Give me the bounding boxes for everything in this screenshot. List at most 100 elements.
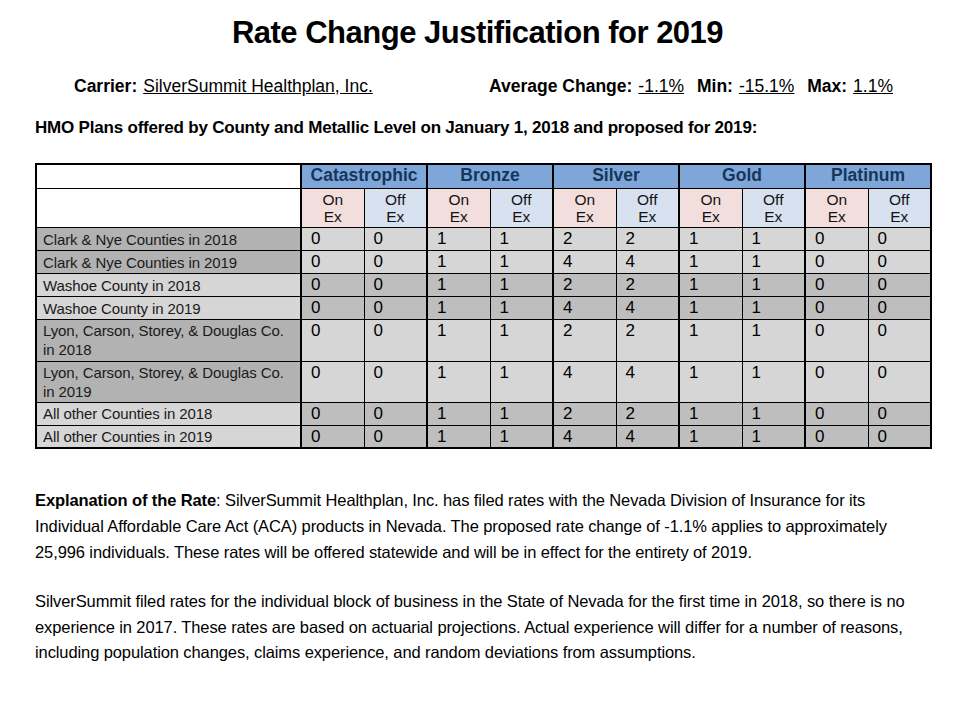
plan-count-cell: 0 xyxy=(301,320,364,361)
plan-count-cell: 1 xyxy=(742,274,805,297)
plan-count-cell: 1 xyxy=(427,274,490,297)
table-row: Washoe County in 20190011441100 xyxy=(36,297,931,320)
document-page: Rate Change Justification for 2019 Carri… xyxy=(0,0,955,666)
plan-count-cell: 2 xyxy=(553,228,616,251)
plan-count-cell: 4 xyxy=(616,361,679,402)
table-caption: HMO Plans offered by County and Metallic… xyxy=(35,118,955,138)
plan-count-cell: 1 xyxy=(427,320,490,361)
page-title: Rate Change Justification for 2019 xyxy=(0,0,955,51)
plan-count-cell: 0 xyxy=(301,361,364,402)
plan-count-cell: 0 xyxy=(364,361,427,402)
plan-count-cell: 0 xyxy=(301,297,364,320)
average-change-label: Average Change: xyxy=(489,76,632,96)
plan-count-cell: 4 xyxy=(616,425,679,448)
plan-count-cell: 4 xyxy=(616,251,679,274)
plan-count-cell: 1 xyxy=(490,402,553,425)
off-exchange-header: Off Ex xyxy=(490,188,553,228)
plan-count-cell: 1 xyxy=(427,361,490,402)
table-row: Lyon, Carson, Storey, & Douglas Co. in 2… xyxy=(36,361,931,402)
plan-count-cell: 0 xyxy=(868,320,931,361)
plan-count-cell: 0 xyxy=(868,297,931,320)
plan-count-cell: 1 xyxy=(742,320,805,361)
plan-count-cell: 0 xyxy=(364,251,427,274)
plan-count-cell: 1 xyxy=(427,425,490,448)
plan-count-cell: 0 xyxy=(364,228,427,251)
table-row: Clark & Nye Counties in 20180011221100 xyxy=(36,228,931,251)
plan-count-cell: 1 xyxy=(679,361,742,402)
carrier-label: Carrier: xyxy=(74,76,137,96)
plan-count-cell: 1 xyxy=(427,402,490,425)
plan-count-cell: 0 xyxy=(364,297,427,320)
plan-count-cell: 1 xyxy=(679,402,742,425)
plan-count-cell: 1 xyxy=(490,297,553,320)
plan-count-cell: 4 xyxy=(553,297,616,320)
plan-count-cell: 0 xyxy=(805,402,868,425)
plan-count-cell: 1 xyxy=(679,425,742,448)
plan-count-cell: 0 xyxy=(805,297,868,320)
plan-count-cell: 0 xyxy=(868,425,931,448)
plan-count-cell: 1 xyxy=(742,361,805,402)
on-exchange-header: On Ex xyxy=(679,188,742,228)
plan-count-cell: 1 xyxy=(679,297,742,320)
plan-count-cell: 2 xyxy=(616,320,679,361)
stats-line: Average Change:-1.1% Min:-15.1% Max:1.1% xyxy=(489,76,893,97)
plan-count-cell: 2 xyxy=(616,228,679,251)
plan-count-cell: 2 xyxy=(553,402,616,425)
metal-header-bronze: Bronze xyxy=(427,164,553,188)
table-row: All other Counties in 20190011441100 xyxy=(36,425,931,448)
row-label: Lyon, Carson, Storey, & Douglas Co. in 2… xyxy=(36,320,301,361)
plan-count-cell: 0 xyxy=(805,361,868,402)
plan-count-cell: 1 xyxy=(490,274,553,297)
off-exchange-header: Off Ex xyxy=(364,188,427,228)
hmo-plans-table: CatastrophicBronzeSilverGoldPlatinum On … xyxy=(35,163,932,449)
explanation-paragraph: Explanation of the Rate: SilverSummit He… xyxy=(35,488,933,565)
plan-count-cell: 0 xyxy=(301,425,364,448)
row-label: Clark & Nye Counties in 2019 xyxy=(36,251,301,274)
plan-count-cell: 1 xyxy=(490,320,553,361)
metal-header-catastrophic: Catastrophic xyxy=(301,164,427,188)
plan-count-cell: 1 xyxy=(742,297,805,320)
plan-count-cell: 0 xyxy=(868,402,931,425)
plan-count-cell: 0 xyxy=(805,320,868,361)
plan-count-cell: 0 xyxy=(364,320,427,361)
plan-count-cell: 1 xyxy=(427,228,490,251)
plan-count-cell: 0 xyxy=(868,274,931,297)
min-label: Min: xyxy=(697,76,733,96)
metal-header-silver: Silver xyxy=(553,164,679,188)
plan-count-cell: 1 xyxy=(490,425,553,448)
plans-table-body: Clark & Nye Counties in 20180011221100Cl… xyxy=(36,228,931,449)
plan-count-cell: 2 xyxy=(553,320,616,361)
row-label: Lyon, Carson, Storey, & Douglas Co. in 2… xyxy=(36,361,301,402)
table-row: Washoe County in 20180011221100 xyxy=(36,274,931,297)
average-change-value: -1.1% xyxy=(638,76,684,96)
plan-count-cell: 0 xyxy=(868,228,931,251)
plan-count-cell: 4 xyxy=(553,425,616,448)
plan-count-cell: 1 xyxy=(679,228,742,251)
plan-count-cell: 0 xyxy=(805,425,868,448)
projection-paragraph: SilverSummit filed rates for the individ… xyxy=(35,589,933,666)
plan-count-cell: 0 xyxy=(364,425,427,448)
plan-count-cell: 1 xyxy=(427,251,490,274)
off-exchange-header: Off Ex xyxy=(616,188,679,228)
plan-count-cell: 1 xyxy=(490,251,553,274)
plan-count-cell: 0 xyxy=(868,251,931,274)
exchange-header-row: On ExOff ExOn ExOff ExOn ExOff ExOn ExOf… xyxy=(36,188,931,228)
carrier-line: Carrier:SilverSummit Healthplan, Inc. xyxy=(74,76,373,97)
plan-count-cell: 0 xyxy=(805,228,868,251)
metal-header-gold: Gold xyxy=(679,164,805,188)
plan-count-cell: 1 xyxy=(679,320,742,361)
max-value: 1.1% xyxy=(853,76,893,96)
min-value: -15.1% xyxy=(739,76,794,96)
plan-count-cell: 2 xyxy=(553,274,616,297)
plan-count-cell: 1 xyxy=(427,297,490,320)
row-label: All other Counties in 2019 xyxy=(36,425,301,448)
corner-cell-top xyxy=(36,164,301,188)
plan-count-cell: 2 xyxy=(616,274,679,297)
plan-count-cell: 0 xyxy=(805,251,868,274)
table-row: All other Counties in 20180011221100 xyxy=(36,402,931,425)
row-label: Washoe County in 2018 xyxy=(36,274,301,297)
plan-count-cell: 1 xyxy=(679,251,742,274)
plan-count-cell: 1 xyxy=(742,251,805,274)
corner-cell-bottom xyxy=(36,188,301,228)
meta-row: Carrier:SilverSummit Healthplan, Inc. Av… xyxy=(0,76,955,97)
